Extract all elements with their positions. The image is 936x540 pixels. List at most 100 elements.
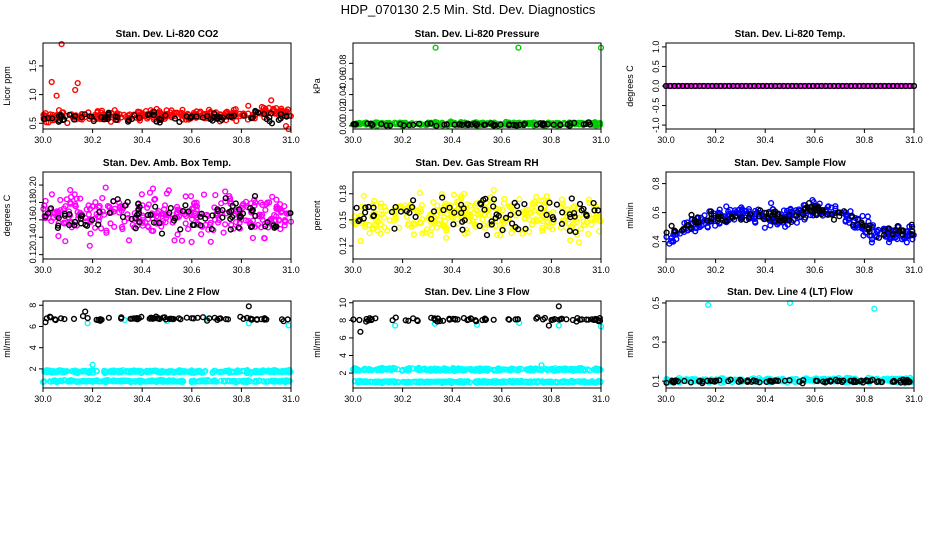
data-point: [473, 366, 480, 373]
panel-1: Stan. Dev. Li-820 CO2 Licor ppm 30.0 30.2 30…: [2, 29, 300, 145]
data-point: [251, 193, 259, 200]
data-point: [247, 315, 254, 322]
panel-4: Stan. Dev. Amb. Box Temp. degrees C 30.0 30…: [2, 158, 300, 275]
data-point: [530, 207, 538, 214]
data-point: [757, 210, 764, 217]
data-point: [378, 378, 385, 385]
data-point: [799, 380, 806, 387]
data-point: [510, 378, 517, 385]
data-point: [210, 378, 217, 385]
data-point: [443, 234, 450, 241]
data-point: [222, 188, 229, 195]
panel-title: Stan. Dev. Line 2 Flow: [115, 287, 220, 298]
y-tick-label: 0.8: [651, 177, 661, 190]
data-point: [138, 368, 145, 375]
y-tick-label: 0.14: [28, 228, 38, 246]
data-point: [819, 378, 827, 385]
data-point: [555, 322, 562, 329]
data-point: [807, 207, 814, 214]
y-tick-label: 0.04: [338, 86, 348, 104]
data-points: [663, 299, 915, 387]
data-point: [555, 366, 562, 373]
data-point: [757, 82, 764, 90]
data-point: [63, 196, 70, 203]
data-point: [198, 377, 205, 384]
data-point: [896, 228, 903, 235]
x-tick-label: 31.0: [592, 135, 610, 145]
panel-title: Stan. Dev. Li-820 Pressure: [415, 29, 540, 40]
data-point: [701, 212, 708, 219]
data-point: [211, 110, 218, 117]
data-point: [443, 210, 450, 218]
data-point: [583, 212, 590, 220]
data-point: [182, 220, 189, 227]
data-point: [586, 212, 593, 219]
data-point: [381, 378, 388, 385]
data-point: [129, 378, 136, 385]
data-point: [415, 120, 423, 127]
data-point: [591, 316, 599, 324]
data-point: [191, 199, 198, 207]
data-point: [464, 229, 471, 236]
data-point: [738, 214, 745, 221]
data-point: [282, 368, 289, 376]
data-point: [375, 378, 383, 385]
x-tick-label: 30.0: [344, 265, 362, 275]
data-point: [240, 200, 247, 208]
data-point: [459, 226, 466, 233]
data-point: [260, 378, 267, 385]
data-point: [370, 201, 377, 208]
data-point: [391, 217, 398, 224]
data-point: [464, 378, 471, 386]
data-point: [83, 222, 91, 229]
data-point: [832, 203, 839, 210]
data-point: [380, 214, 387, 221]
x-tick-label: 30.6: [493, 265, 511, 275]
y-tick-label: 0.08: [338, 55, 348, 73]
data-point: [591, 207, 598, 214]
data-point: [166, 315, 173, 323]
data-point: [356, 316, 363, 324]
data-point: [473, 122, 480, 129]
data-point: [153, 377, 161, 384]
data-point: [88, 216, 96, 224]
y-tick-label: 8: [338, 318, 348, 323]
data-point: [458, 365, 465, 372]
data-point: [76, 378, 83, 385]
data-point: [144, 212, 152, 219]
data-point: [71, 367, 79, 374]
data-point: [156, 115, 163, 123]
data-point: [87, 230, 94, 237]
data-point: [586, 121, 594, 128]
data-point: [197, 222, 204, 229]
data-point: [127, 368, 134, 376]
x-tick-label: 30.4: [756, 265, 774, 275]
y-axis-label: ml/min: [625, 331, 635, 358]
data-point: [537, 205, 545, 212]
data-point: [823, 378, 831, 385]
data-point: [826, 377, 834, 384]
data-points: [40, 184, 294, 249]
data-point: [537, 216, 545, 223]
data-point: [227, 215, 234, 223]
data-point: [92, 199, 99, 206]
data-point: [800, 377, 807, 384]
data-point: [480, 222, 487, 229]
x-tick-label: 30.4: [443, 135, 461, 145]
data-point: [281, 203, 288, 210]
data-point: [816, 82, 823, 90]
data-point: [356, 216, 363, 223]
x-tick-label: 30.6: [183, 394, 201, 404]
data-point: [514, 316, 522, 323]
data-point: [559, 209, 566, 216]
data-point: [483, 232, 491, 239]
data-point: [482, 378, 489, 386]
data-point: [703, 217, 711, 224]
data-point: [202, 377, 209, 384]
x-tick-label: 30.8: [543, 265, 561, 275]
data-point: [365, 366, 372, 373]
data-point: [444, 366, 451, 373]
data-point: [403, 208, 410, 215]
data-point: [264, 219, 271, 226]
data-point: [500, 200, 508, 207]
